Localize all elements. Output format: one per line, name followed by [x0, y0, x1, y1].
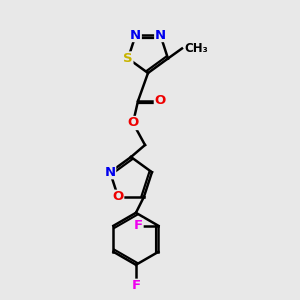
Text: N: N — [104, 166, 116, 179]
Text: F: F — [131, 279, 140, 292]
Text: N: N — [130, 28, 141, 41]
Text: N: N — [155, 28, 166, 41]
Text: CH₃: CH₃ — [184, 42, 208, 55]
Text: O: O — [112, 190, 124, 203]
Text: O: O — [128, 116, 139, 130]
Text: O: O — [154, 94, 166, 107]
Text: S: S — [123, 52, 133, 65]
Text: F: F — [134, 219, 143, 232]
